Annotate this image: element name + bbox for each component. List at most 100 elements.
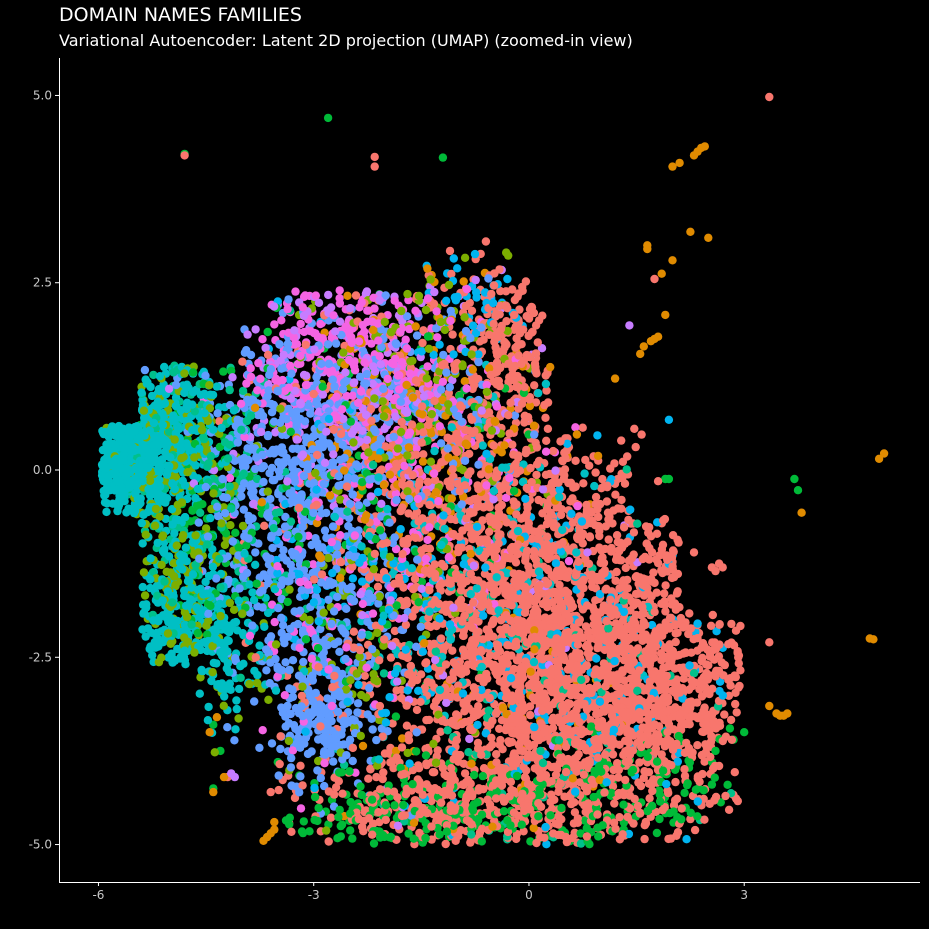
data-point-series-0 <box>515 305 524 314</box>
data-point-series-2 <box>178 531 188 540</box>
data-point-series-5 <box>249 595 259 605</box>
data-point-series-8 <box>243 330 252 339</box>
data-point-series-5 <box>430 446 439 456</box>
data-point-series-0 <box>635 758 644 767</box>
data-point-series-3 <box>652 828 662 838</box>
data-point-series-0 <box>448 330 457 339</box>
data-point-series-6 <box>417 347 426 356</box>
data-point-series-7 <box>311 534 320 543</box>
data-point-series-7 <box>281 512 290 522</box>
data-point-series-0 <box>700 815 709 824</box>
data-point-series-2 <box>263 487 272 496</box>
data-point-series-5 <box>138 539 147 548</box>
data-point-series-5 <box>137 388 146 397</box>
data-point-series-8 <box>335 317 345 326</box>
data-point-series-3 <box>661 474 670 484</box>
data-point-series-4 <box>281 467 290 476</box>
data-point-series-0 <box>732 708 741 717</box>
data-point-series-0 <box>532 838 541 848</box>
data-point-series-5 <box>186 595 195 604</box>
data-point-series-6 <box>373 487 383 497</box>
data-point-series-6 <box>468 321 478 330</box>
data-point-series-3 <box>723 780 732 789</box>
data-point-series-5 <box>146 575 155 584</box>
data-point-series-0 <box>549 446 558 456</box>
data-point-series-7 <box>320 781 329 791</box>
data-point-series-1 <box>572 430 582 439</box>
data-point-series-0 <box>708 610 717 620</box>
data-point-series-7 <box>201 371 210 380</box>
data-point-series-7 <box>353 708 362 717</box>
data-point-series-5 <box>357 542 366 551</box>
data-point-series-7 <box>286 763 296 772</box>
data-point-series-6 <box>310 783 319 793</box>
data-point-series-0 <box>541 470 551 479</box>
data-point-series-0 <box>671 777 680 787</box>
data-point-series-5 <box>212 382 222 391</box>
data-point-series-0 <box>540 833 549 842</box>
data-point-series-2 <box>253 678 262 688</box>
data-point-series-7 <box>255 743 264 752</box>
data-point-series-0 <box>275 759 284 769</box>
data-point-series-0 <box>492 750 501 759</box>
data-point-series-7 <box>140 365 150 375</box>
data-point-series-0 <box>671 629 680 638</box>
data-point-series-0 <box>373 582 383 591</box>
data-point-series-0 <box>521 277 531 286</box>
data-point-series-7 <box>243 444 252 453</box>
data-point-series-0 <box>591 468 600 477</box>
data-point-series-0 <box>448 646 457 655</box>
data-point-series-5 <box>115 496 124 505</box>
data-point-series-0 <box>546 797 555 807</box>
data-point-series-9 <box>335 299 345 308</box>
data-point-series-0 <box>533 338 542 347</box>
data-point-series-0 <box>405 480 414 489</box>
data-point-series-3 <box>409 834 418 843</box>
data-point-series-6 <box>503 274 512 284</box>
data-point-series-3 <box>576 829 585 838</box>
data-point-series-8 <box>362 287 372 296</box>
data-point-series-0 <box>724 691 734 700</box>
data-point-series-9 <box>372 517 381 526</box>
data-point-series-0 <box>650 274 659 284</box>
data-point-series-0 <box>522 766 531 775</box>
data-point-series-1 <box>879 449 889 458</box>
data-point-series-1 <box>525 401 535 411</box>
data-point-series-0 <box>543 564 552 574</box>
data-point-series-7 <box>324 595 333 604</box>
data-point-series-0 <box>519 827 528 836</box>
data-point-series-8 <box>448 376 457 385</box>
data-point-series-8 <box>551 466 560 475</box>
data-point-series-5 <box>255 641 264 650</box>
data-point-series-7 <box>295 606 305 615</box>
data-point-series-0 <box>390 626 400 636</box>
data-point-series-2 <box>460 313 469 322</box>
data-point-series-6 <box>595 590 605 599</box>
data-point-series-0 <box>436 727 445 736</box>
data-point-series-7 <box>372 735 381 745</box>
data-point-series-0 <box>349 627 359 636</box>
data-point-series-7 <box>284 295 293 304</box>
data-point-series-0 <box>534 316 544 325</box>
data-point-series-3 <box>354 451 363 460</box>
data-point-series-2 <box>314 756 323 766</box>
data-point-series-2 <box>169 559 179 568</box>
data-point-series-9 <box>423 362 432 371</box>
data-point-series-9 <box>273 672 282 681</box>
data-point-series-0 <box>439 562 449 571</box>
data-point-series-0 <box>617 436 626 445</box>
data-point-series-1 <box>657 269 666 278</box>
data-point-series-1 <box>459 277 468 286</box>
chart-subtitle: Variational Autoencoder: Latent 2D proje… <box>59 31 633 50</box>
data-point-series-3 <box>790 474 799 484</box>
data-point-series-0 <box>510 501 519 510</box>
data-point-series-9 <box>335 286 344 295</box>
data-point-series-2 <box>220 540 230 550</box>
data-point-series-6 <box>381 708 391 718</box>
data-point-series-5 <box>234 684 244 694</box>
data-point-series-0 <box>645 794 654 803</box>
data-point-series-0 <box>765 92 774 102</box>
data-point-series-0 <box>542 386 551 395</box>
data-point-series-7 <box>251 548 260 557</box>
data-point-series-0 <box>380 749 390 758</box>
